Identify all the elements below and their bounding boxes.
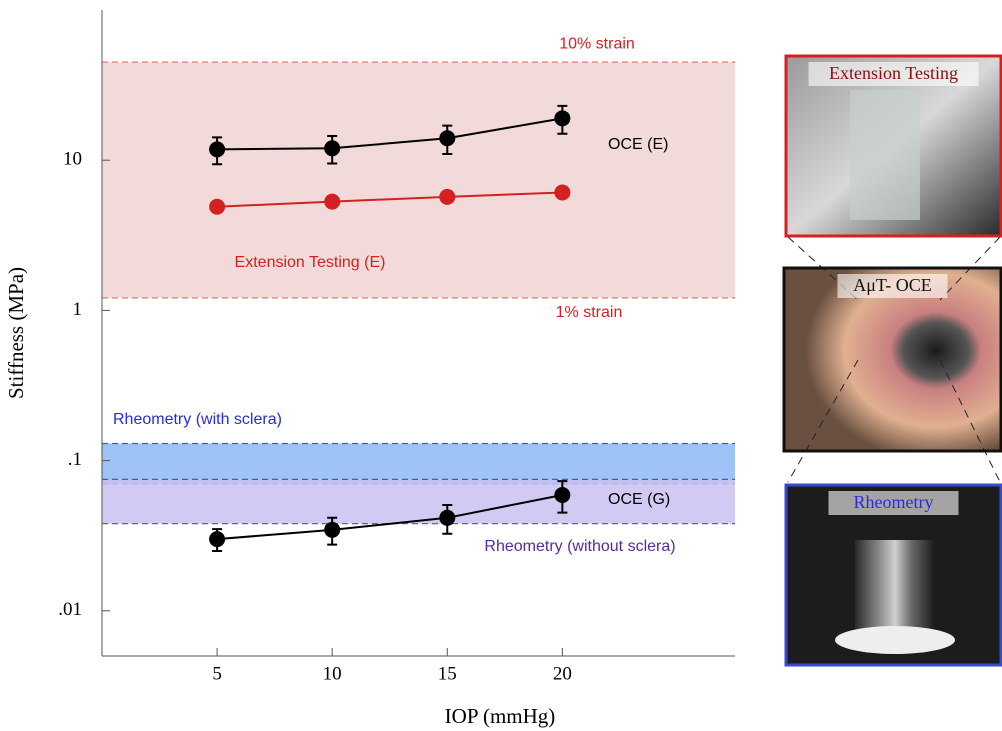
point — [209, 531, 225, 547]
point — [324, 522, 340, 538]
point — [439, 130, 455, 146]
point — [554, 487, 570, 503]
x-tick-label: 10 — [323, 663, 342, 684]
y-tick-label: 10 — [63, 149, 82, 170]
panel-label: AμT- OCE — [853, 275, 932, 295]
series-label: Extension Testing (E) — [235, 254, 386, 271]
y-tick-label: .01 — [58, 599, 82, 620]
band-label: 10% strain — [559, 35, 635, 52]
band — [102, 443, 735, 483]
photo-panels — [784, 56, 1001, 665]
point — [439, 510, 455, 526]
point — [554, 110, 570, 126]
x-axis-label: IOP (mmHg) — [445, 704, 556, 728]
x-tick-label: 20 — [553, 663, 572, 684]
series-label: OCE (G) — [608, 491, 670, 508]
panel-label: Extension Testing — [829, 63, 958, 83]
x-tick-label: 15 — [438, 663, 457, 684]
panel-label: Rheometry — [854, 492, 934, 512]
band-label: Rheometry (without sclera) — [484, 538, 675, 555]
point — [554, 184, 570, 200]
point — [209, 199, 225, 215]
photo-detail — [855, 540, 935, 640]
band-label: 1% strain — [556, 304, 623, 321]
x-tick-label: 5 — [212, 663, 222, 684]
y-axis-label: Stiffness (MPa) — [4, 267, 28, 399]
point — [209, 141, 225, 157]
point — [324, 140, 340, 156]
point — [439, 189, 455, 205]
y-tick-label: .1 — [68, 449, 82, 470]
photo-detail — [850, 90, 920, 220]
series-label: OCE (E) — [608, 136, 668, 153]
point — [324, 194, 340, 210]
y-tick-label: 1 — [73, 299, 83, 320]
photo-detail — [835, 626, 955, 654]
band-label: Rheometry (with sclera) — [113, 411, 282, 428]
band — [102, 62, 735, 298]
figure: IOP (mmHg) Stiffness (MPa) 10% strain 1% … — [0, 0, 1002, 731]
